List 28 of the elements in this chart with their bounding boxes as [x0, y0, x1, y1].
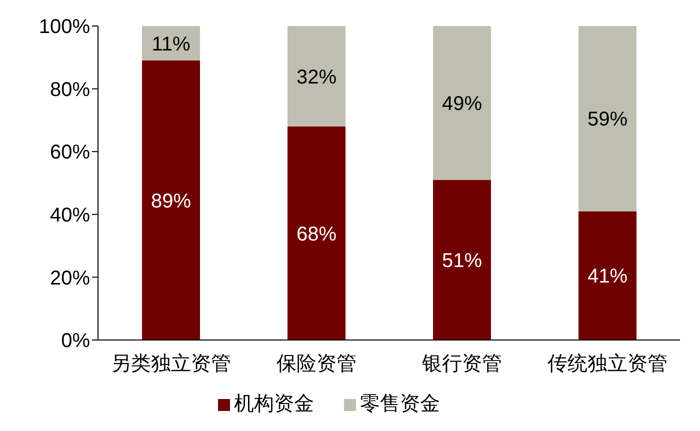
data-label: 32% [296, 66, 337, 88]
y-tick-label: 40% [50, 204, 90, 226]
bar [142, 26, 200, 61]
bar [288, 26, 346, 126]
y-tick-label: 60% [50, 142, 90, 164]
y-tick-label: 0% [61, 330, 90, 352]
bar [433, 26, 491, 180]
data-label: 59% [587, 108, 628, 131]
data-label: 51% [442, 250, 482, 272]
y-tick-label: 100% [38, 16, 90, 38]
data-label: 68% [296, 223, 337, 246]
y-tick-label: 20% [50, 267, 90, 290]
data-label: 41% [587, 266, 628, 288]
bar [578, 211, 636, 340]
data-label: 49% [442, 93, 482, 116]
x-tick-label: 保险资管 [276, 353, 356, 376]
x-tick-label: 另类独立资管 [110, 353, 231, 376]
bar [142, 60, 200, 340]
bar [288, 126, 346, 340]
x-tick-label: 传统独立资管 [547, 353, 668, 376]
bar [433, 180, 491, 340]
data-label: 89% [150, 190, 192, 212]
bar [578, 26, 636, 212]
legend-label: 机构资金 [234, 393, 314, 415]
data-label: 11% [152, 33, 190, 56]
y-tick-label: 80% [50, 78, 90, 101]
legend-label: 零售资金 [360, 393, 440, 415]
x-tick-label: 银行资管 [420, 353, 502, 376]
